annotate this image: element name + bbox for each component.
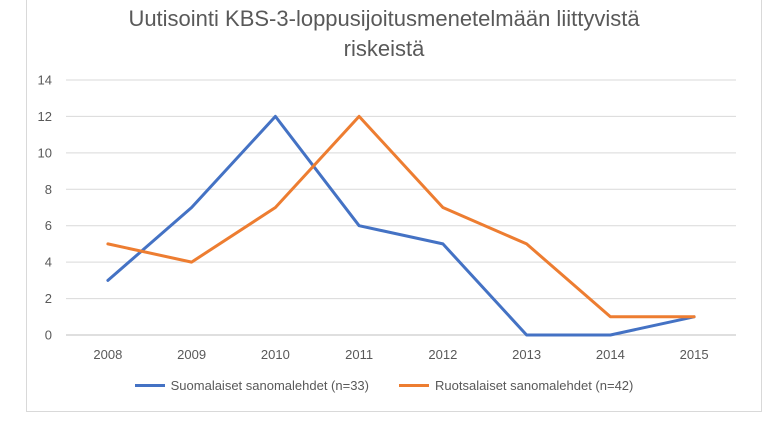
legend-swatch-swedish xyxy=(399,384,429,387)
legend-item-finnish: Suomalaiset sanomalehdet (n=33) xyxy=(134,378,369,393)
x-tick-label: 2015 xyxy=(680,347,709,362)
legend-item-swedish: Ruotsalaiset sanomalehdet (n=42) xyxy=(399,378,633,393)
x-tick-label: 2014 xyxy=(596,347,625,362)
chart-legend: Suomalaiset sanomalehdet (n=33) Ruotsala… xyxy=(0,378,768,393)
x-tick-label: 2013 xyxy=(512,347,541,362)
series-line-swedish xyxy=(106,114,696,319)
legend-label-finnish: Suomalaiset sanomalehdet (n=33) xyxy=(170,378,369,393)
legend-swatch-finnish xyxy=(134,384,165,387)
x-tick-label: 2012 xyxy=(428,347,457,362)
y-tick-label: 12 xyxy=(38,109,52,124)
y-tick-label: 2 xyxy=(45,291,52,306)
series-line-finnish xyxy=(106,114,696,337)
chart-title-line-2: riskeistä xyxy=(343,36,425,61)
y-tick-label: 8 xyxy=(45,182,52,197)
chart-title: Uutisointi KBS-3-loppusijoitusmenetelmää… xyxy=(0,4,768,64)
legend-label-swedish: Ruotsalaiset sanomalehdet (n=42) xyxy=(435,378,634,393)
chart-title-line-1: Uutisointi KBS-3-loppusijoitusmenetelmää… xyxy=(128,6,640,31)
x-tick-label: 2009 xyxy=(177,347,206,362)
x-tick-label: 2011 xyxy=(345,347,373,362)
x-tick-label: 2008 xyxy=(93,347,122,362)
y-tick-label: 10 xyxy=(38,145,52,160)
y-tick-label: 14 xyxy=(38,73,52,88)
y-tick-label: 6 xyxy=(45,218,52,233)
chart-frame xyxy=(26,0,762,412)
y-tick-label: 4 xyxy=(45,255,52,270)
x-tick-label: 2010 xyxy=(261,347,290,362)
y-tick-label: 0 xyxy=(45,328,52,343)
